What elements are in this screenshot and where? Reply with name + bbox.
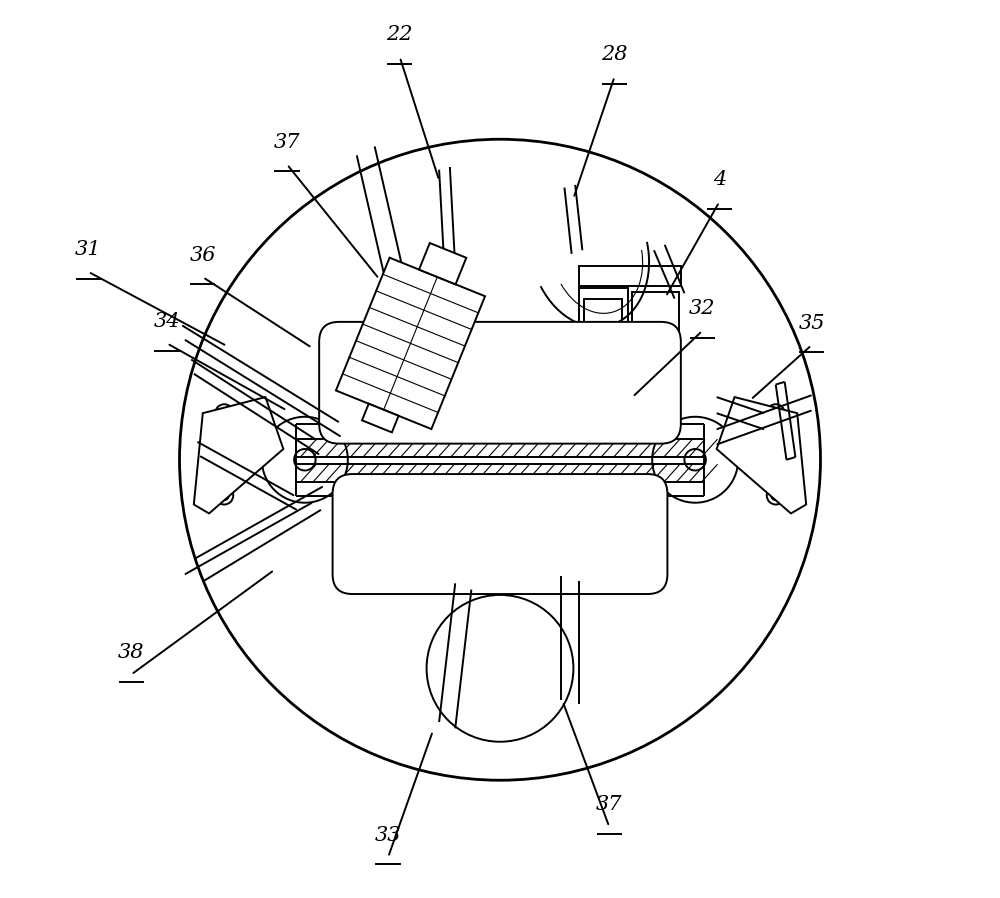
Text: 33: 33 [375,825,401,845]
Text: 4: 4 [713,171,726,189]
Text: 28: 28 [601,45,628,64]
FancyBboxPatch shape [319,321,681,444]
Bar [590,370,615,384]
Text: 31: 31 [75,240,101,260]
Text: 37: 37 [274,133,300,152]
Text: 38: 38 [118,643,144,662]
Bar [579,288,628,373]
Text: 37: 37 [596,796,622,814]
Text: 34: 34 [154,312,180,330]
Polygon shape [717,397,806,514]
Bar [419,243,466,285]
Bar [336,258,485,429]
Text: 32: 32 [689,299,716,318]
Bar [362,404,399,433]
Text: 36: 36 [190,245,216,265]
Bar [584,300,622,366]
Bar [579,267,681,286]
Polygon shape [194,397,283,514]
Bar [632,293,679,368]
Text: 35: 35 [798,313,825,332]
Text: 22: 22 [386,25,413,44]
FancyBboxPatch shape [333,474,667,594]
